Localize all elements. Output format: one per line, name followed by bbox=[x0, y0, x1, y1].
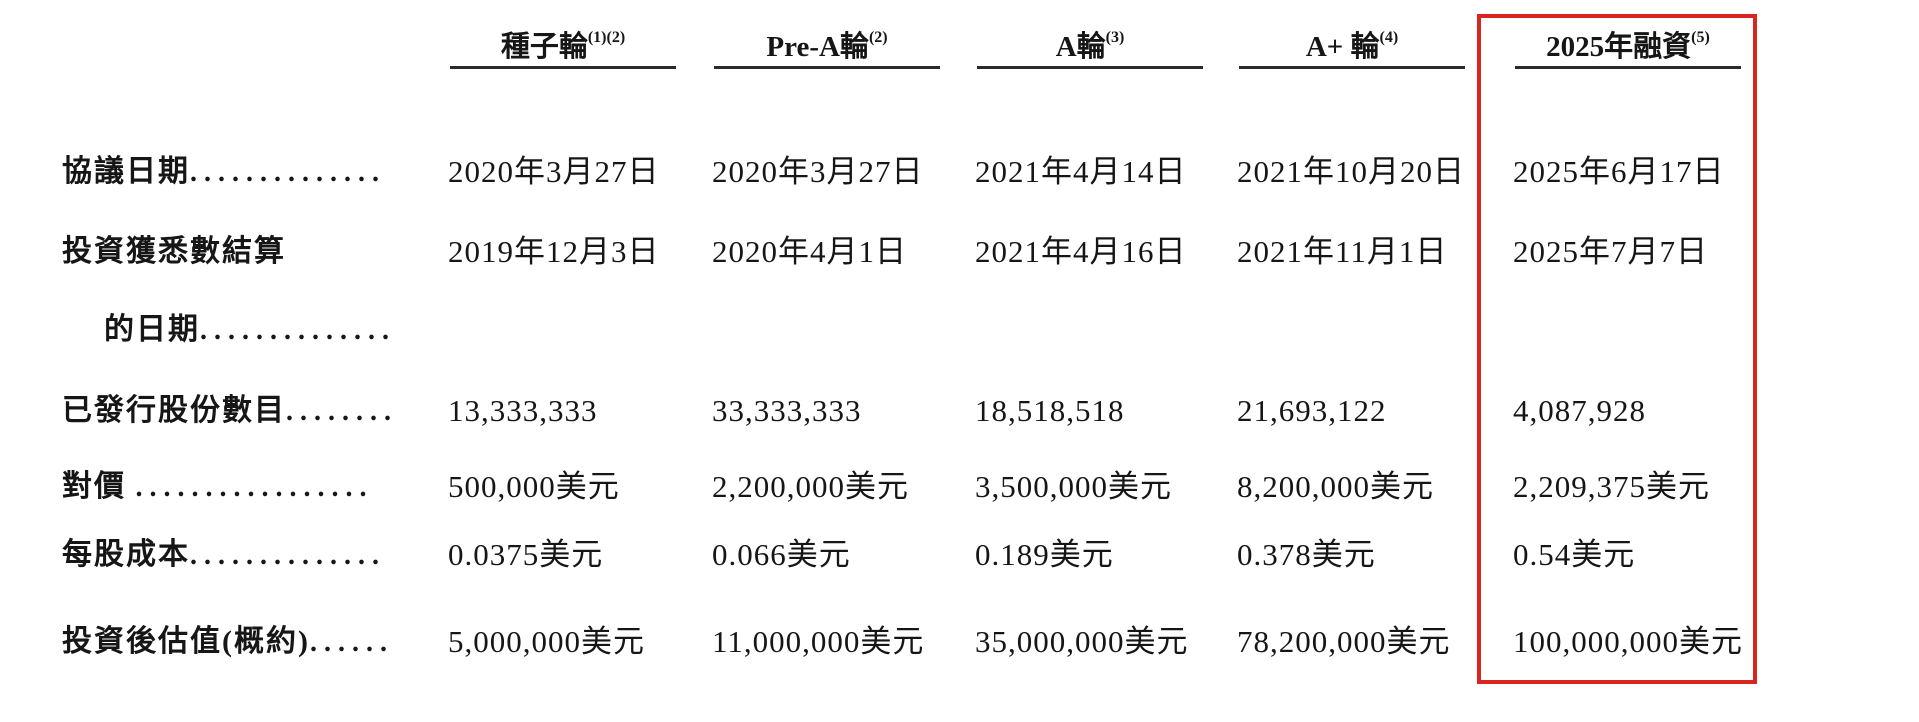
column-header-label: A輪 bbox=[1055, 31, 1106, 63]
cell-valuation-seed: 5,000,000美元 bbox=[448, 624, 645, 659]
cell-consideration-2025: 2,209,375美元 bbox=[1513, 469, 1710, 504]
leader-dots: ...... bbox=[309, 627, 394, 658]
highlight-box-2025-financing bbox=[1477, 14, 1757, 684]
cell-shares-issued-pre-a: 33,333,333 bbox=[712, 393, 862, 428]
cell-agreement-date-a-plus: 2021年10月20日 bbox=[1237, 154, 1465, 189]
row-label-cost-per-share: 每股成本.............. bbox=[62, 538, 386, 571]
cell-valuation-2025: 100,000,000美元 bbox=[1513, 624, 1743, 659]
leader-dots: .............. bbox=[200, 315, 396, 346]
column-header-2025-financing: 2025年融資(5) bbox=[1513, 18, 1743, 69]
cell-cost-per-share-pre-a: 0.066美元 bbox=[712, 537, 851, 572]
header-underline bbox=[1515, 66, 1741, 69]
cell-shares-issued-seed: 13,333,333 bbox=[448, 393, 598, 428]
leader-dots: .............. bbox=[190, 540, 386, 571]
cell-cost-per-share-seed: 0.0375美元 bbox=[448, 537, 604, 572]
cell-consideration-seed: 500,000美元 bbox=[448, 469, 620, 504]
leader-dots: ................. bbox=[135, 472, 374, 503]
cell-valuation-a: 35,000,000美元 bbox=[975, 624, 1189, 659]
cell-consideration-a: 3,500,000美元 bbox=[975, 469, 1172, 504]
cell-valuation-a-plus: 78,200,000美元 bbox=[1237, 624, 1451, 659]
row-label-settlement-date-line1: 投資獲悉數結算 bbox=[62, 235, 286, 268]
footnote-marker: (1)(2) bbox=[587, 29, 626, 46]
header-underline bbox=[714, 66, 940, 69]
cell-agreement-date-2025: 2025年6月17日 bbox=[1513, 154, 1725, 189]
header-underline bbox=[450, 66, 676, 69]
row-label-agreement-date: 協議日期.............. bbox=[62, 155, 386, 188]
cell-cost-per-share-a-plus: 0.378美元 bbox=[1237, 537, 1376, 572]
column-header-label: 2025年融資 bbox=[1546, 31, 1692, 63]
header-underline bbox=[1239, 66, 1465, 69]
cell-settlement-date-a-plus: 2021年11月1日 bbox=[1237, 234, 1448, 269]
footnote-marker: (5) bbox=[1691, 29, 1710, 46]
footnote-marker: (2) bbox=[868, 29, 888, 46]
column-header-seed-round: 種子輪(1)(2) bbox=[448, 18, 678, 69]
cell-cost-per-share-2025: 0.54美元 bbox=[1513, 537, 1636, 572]
column-header-label: Pre-A輪 bbox=[766, 31, 869, 63]
footnote-marker: (3) bbox=[1105, 29, 1125, 46]
cell-agreement-date-seed: 2020年3月27日 bbox=[448, 154, 660, 189]
row-label-consideration: 對價 ................. bbox=[62, 470, 374, 503]
column-header-a-round: A輪(3) bbox=[975, 18, 1205, 69]
cell-settlement-date-pre-a: 2020年4月1日 bbox=[712, 234, 907, 269]
cell-cost-per-share-a: 0.189美元 bbox=[975, 537, 1114, 572]
column-header-label: 種子輪 bbox=[500, 31, 588, 63]
cell-consideration-a-plus: 8,200,000美元 bbox=[1237, 469, 1434, 504]
header-underline bbox=[977, 66, 1203, 69]
cell-shares-issued-2025: 4,087,928 bbox=[1513, 393, 1646, 428]
row-label-post-money-valuation: 投資後估值(概約)...... bbox=[62, 625, 394, 658]
row-label-shares-issued: 已發行股份數目........ bbox=[62, 394, 398, 427]
footnote-marker: (4) bbox=[1379, 29, 1399, 46]
leader-dots: ........ bbox=[286, 396, 398, 427]
column-header-label: A+ 輪 bbox=[1305, 31, 1380, 63]
cell-agreement-date-a: 2021年4月14日 bbox=[975, 154, 1187, 189]
cell-settlement-date-seed: 2019年12月3日 bbox=[448, 234, 660, 269]
cell-consideration-pre-a: 2,200,000美元 bbox=[712, 469, 909, 504]
column-header-a-plus-round: A+ 輪(4) bbox=[1237, 18, 1467, 69]
cell-agreement-date-pre-a: 2020年3月27日 bbox=[712, 154, 924, 189]
column-header-pre-a-round: Pre-A輪(2) bbox=[712, 18, 942, 69]
row-label-settlement-date-line2: 的日期.............. bbox=[104, 313, 396, 346]
leader-dots: .............. bbox=[190, 157, 386, 188]
cell-valuation-pre-a: 11,000,000美元 bbox=[712, 624, 925, 659]
cell-shares-issued-a-plus: 21,693,122 bbox=[1237, 393, 1387, 428]
cell-settlement-date-a: 2021年4月16日 bbox=[975, 234, 1187, 269]
cell-settlement-date-2025: 2025年7月7日 bbox=[1513, 234, 1708, 269]
cell-shares-issued-a: 18,518,518 bbox=[975, 393, 1125, 428]
